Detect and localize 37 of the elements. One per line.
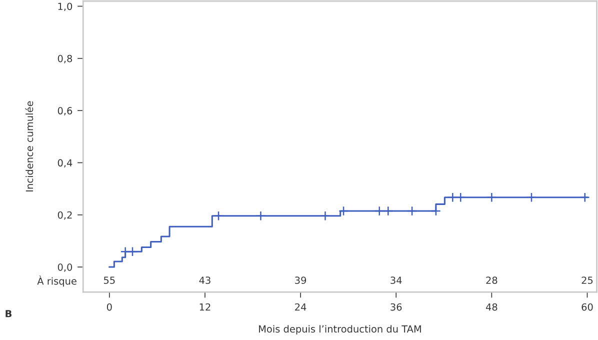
annotation: 34 [390, 276, 402, 284]
y-tick-label: 0,8 [58, 54, 72, 64]
text: À risque [37, 276, 76, 287]
x-tick-label: 48 [486, 303, 498, 311]
point [338, 206, 349, 216]
annotation: 55 [104, 276, 115, 284]
point [320, 210, 330, 221]
point [407, 206, 418, 216]
y-tick-label: 0,4 [58, 159, 72, 168]
x-tick-label: 36 [390, 303, 402, 311]
y-tick-label: 0,2 [58, 211, 72, 220]
x-tick-label: 12 [200, 303, 210, 311]
y-tick-label: 0,6 [58, 107, 72, 116]
annotation: 39 [295, 276, 306, 284]
annotation: 25 [582, 276, 593, 284]
point [256, 210, 266, 221]
point [448, 192, 458, 202]
point [374, 206, 384, 216]
point [526, 192, 537, 202]
point [430, 206, 441, 216]
annotation: 28 [486, 276, 498, 284]
point [580, 192, 590, 202]
point [213, 210, 224, 221]
point [456, 192, 466, 202]
y-tick-label: 0,0 [58, 264, 72, 272]
point [486, 192, 497, 202]
x-tick-label: 0 [106, 303, 112, 311]
x-tick-label: 24 [295, 303, 306, 311]
point [127, 246, 138, 257]
x-axis-title: Mois depuis l’introduction du TAM [259, 325, 421, 334]
x-tick-label: 60 [582, 303, 593, 311]
point [383, 206, 394, 216]
annotation: 43 [199, 276, 210, 284]
text: B [6, 310, 12, 318]
y-axis-title: Incidence cumulée [25, 101, 34, 192]
y-tick-label: 1,0 [58, 2, 72, 12]
point [120, 246, 130, 257]
